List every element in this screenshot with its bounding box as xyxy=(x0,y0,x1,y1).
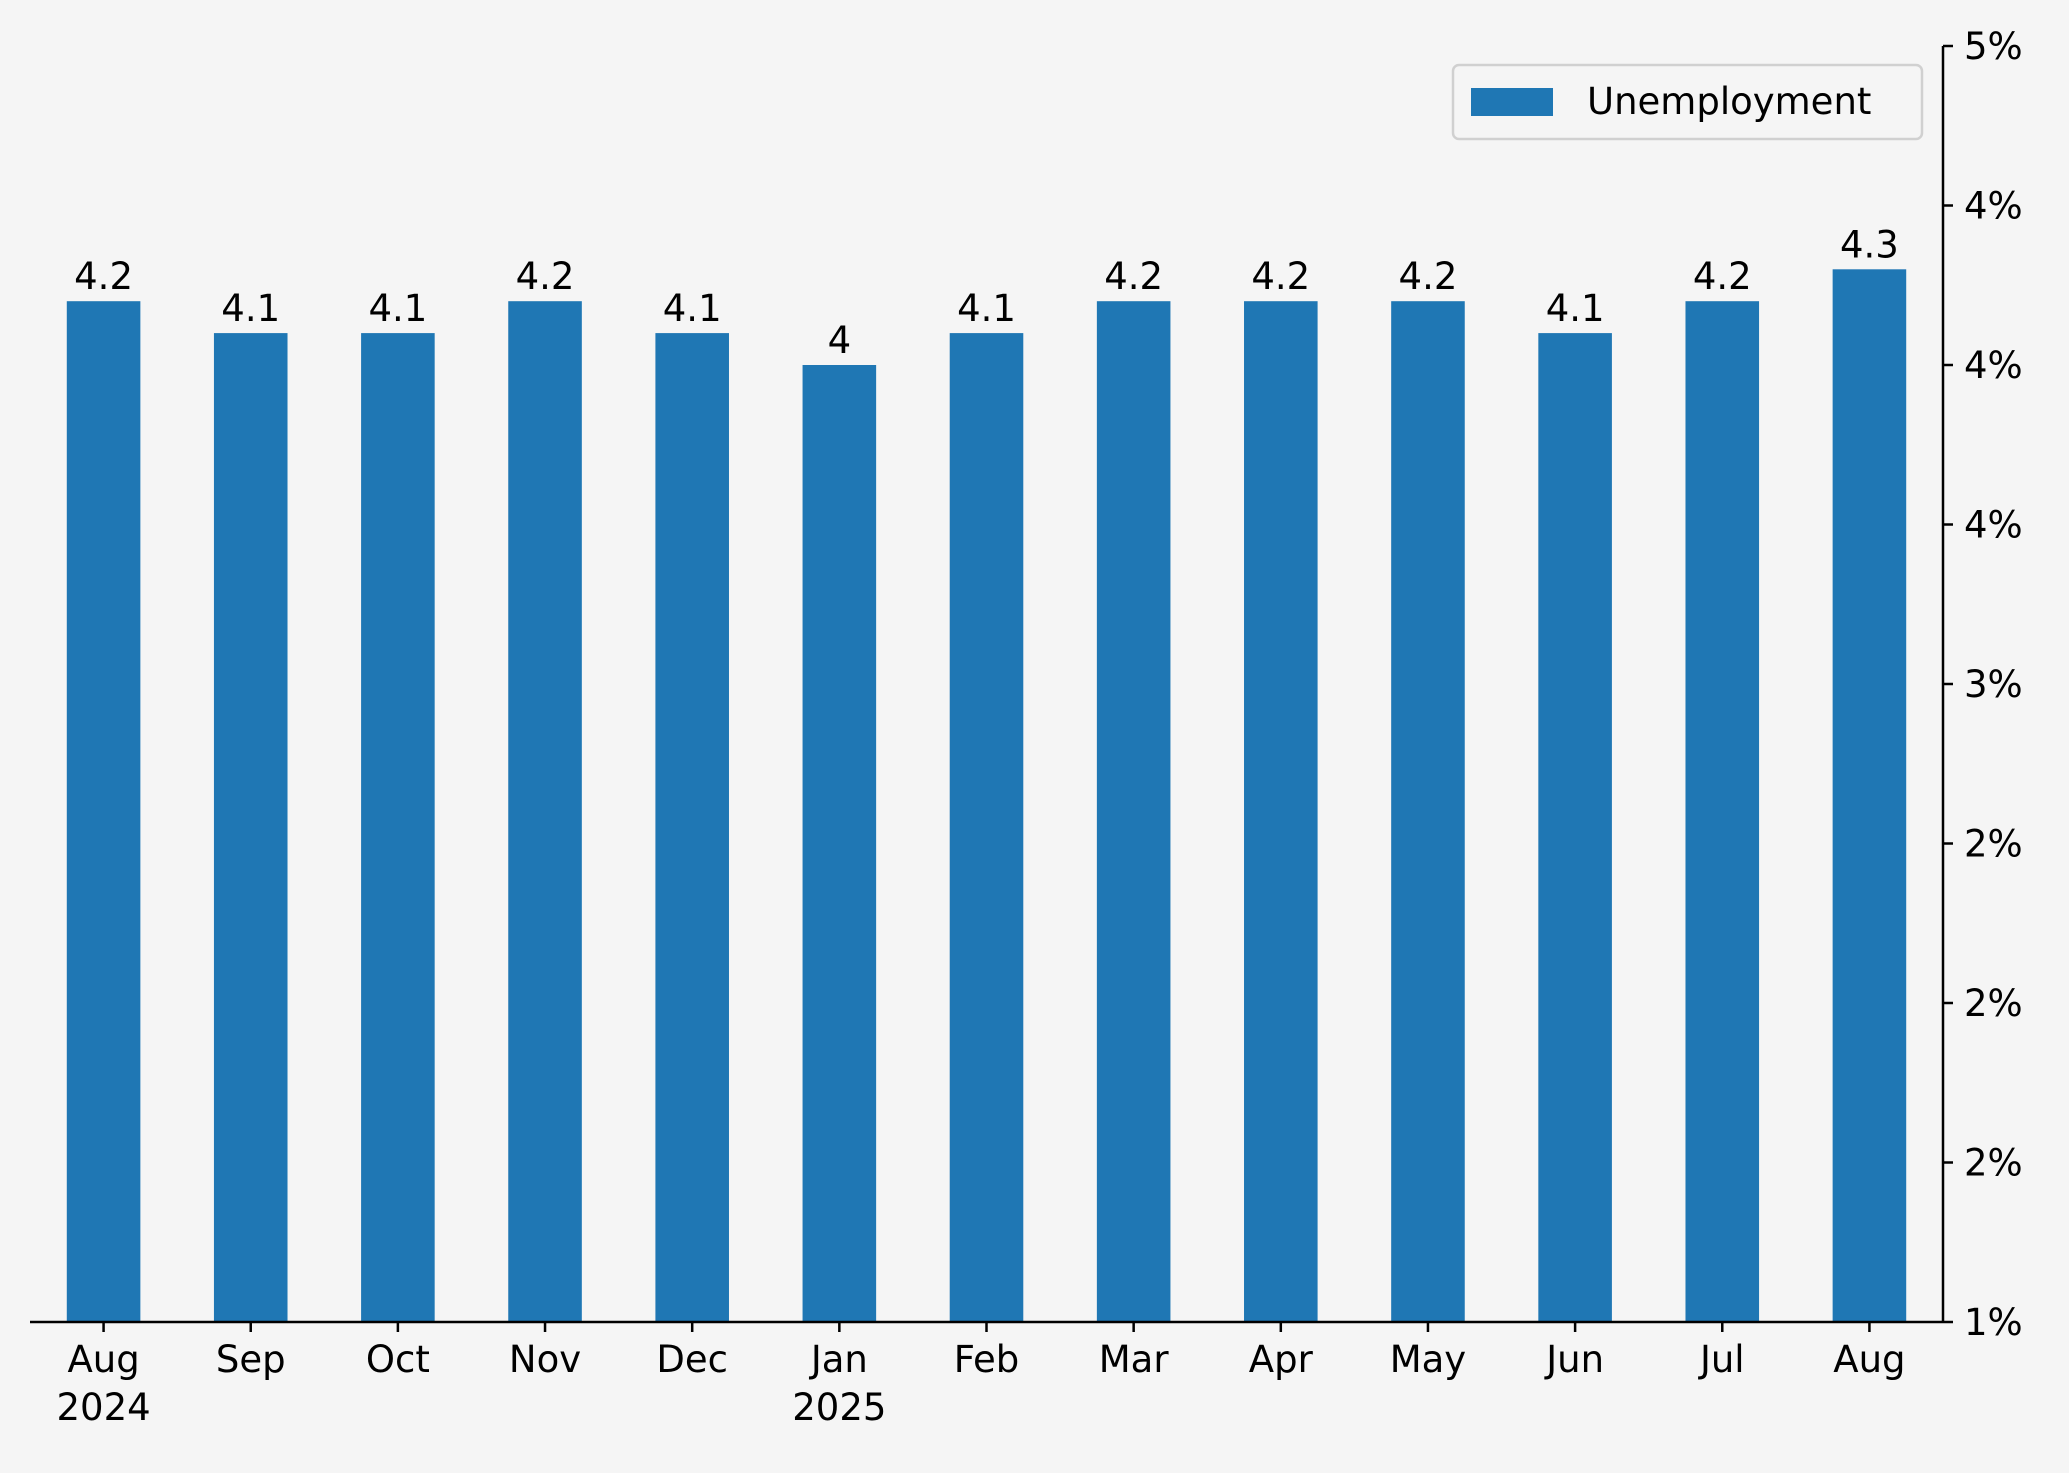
x-tick-label-8: Apr xyxy=(1249,1338,1314,1381)
x-tick-label-0-year: 2024 xyxy=(56,1386,150,1429)
x-tick-label-0: Aug xyxy=(67,1338,139,1381)
bar-9 xyxy=(1391,301,1465,1322)
bar-1 xyxy=(213,333,288,1323)
x-tick-label-4: Dec xyxy=(656,1338,728,1381)
bar-7 xyxy=(1096,301,1171,1322)
x-tick-label-9: May xyxy=(1390,1338,1467,1381)
x-axis: Aug 2024 Sep Oct Nov Dec Jan 2025 Feb Mar Apr May Ju… xyxy=(30,1320,1943,1429)
x-tick-label-7: Mar xyxy=(1099,1338,1170,1381)
bar-12 xyxy=(1832,269,1907,1322)
data-label-8: 4.2 xyxy=(1251,255,1310,298)
y-tick-label-3: 2% xyxy=(1964,823,2023,866)
x-tick-label-10: Jun xyxy=(1544,1338,1604,1381)
bar-2 xyxy=(361,333,435,1323)
y-tick-label-5: 4% xyxy=(1964,504,2023,547)
y-tick-label-2: 2% xyxy=(1964,982,2023,1025)
data-label-4: 4.1 xyxy=(663,287,722,330)
y-axis: 1% 2% 2% 2% 3% 4% 4% 4% 5% xyxy=(1941,25,2023,1344)
bar-11 xyxy=(1685,301,1760,1322)
bar-6 xyxy=(949,333,1024,1323)
data-label-6: 4.1 xyxy=(957,287,1016,330)
data-label-2: 4.1 xyxy=(368,287,427,330)
y-tick-label-0: 1% xyxy=(1964,1301,2023,1344)
data-label-3: 4.2 xyxy=(516,255,575,298)
bars-group xyxy=(66,269,1907,1323)
x-tick-label-12: Aug xyxy=(1833,1338,1905,1381)
y-tick-label-4: 3% xyxy=(1964,663,2023,706)
legend-swatch-unemployment xyxy=(1471,88,1553,116)
y-tick-label-1: 2% xyxy=(1964,1142,2023,1185)
data-label-7: 4.2 xyxy=(1104,255,1163,298)
data-label-9: 4.2 xyxy=(1399,255,1458,298)
x-tick-label-6: Feb xyxy=(954,1338,1020,1381)
y-tick-label-6: 4% xyxy=(1964,344,2023,387)
data-labels-group: 4.2 4.1 4.1 4.2 4.1 4 4.1 4.2 4.2 4.2 4.1 4.2 4.3 xyxy=(74,223,1899,362)
data-label-1: 4.1 xyxy=(221,287,280,330)
x-tick-label-1: Sep xyxy=(216,1338,286,1381)
y-tick-label-7: 4% xyxy=(1964,185,2023,228)
x-tick-label-2: Oct xyxy=(366,1338,430,1381)
data-label-12: 4.3 xyxy=(1840,223,1899,266)
bar-3 xyxy=(508,301,582,1322)
bar-0 xyxy=(66,301,141,1322)
x-tick-label-3: Nov xyxy=(509,1338,581,1381)
legend-label-unemployment: Unemployment xyxy=(1587,80,1871,123)
data-label-11: 4.2 xyxy=(1693,255,1752,298)
data-label-5: 4 xyxy=(828,319,852,362)
bar-10 xyxy=(1538,333,1612,1323)
x-tick-label-11: Jul xyxy=(1698,1338,1745,1381)
bar-5 xyxy=(802,365,877,1322)
bar-8 xyxy=(1244,301,1318,1322)
bar-4 xyxy=(655,333,729,1323)
x-tick-label-5: Jan xyxy=(809,1338,868,1381)
data-label-10: 4.1 xyxy=(1546,287,1605,330)
legend: Unemployment xyxy=(1451,63,1924,141)
x-tick-label-5-year: 2025 xyxy=(792,1386,886,1429)
y-tick-label-8: 5% xyxy=(1964,25,2023,68)
data-label-0: 4.2 xyxy=(74,255,133,298)
legend-box xyxy=(1451,63,1924,141)
